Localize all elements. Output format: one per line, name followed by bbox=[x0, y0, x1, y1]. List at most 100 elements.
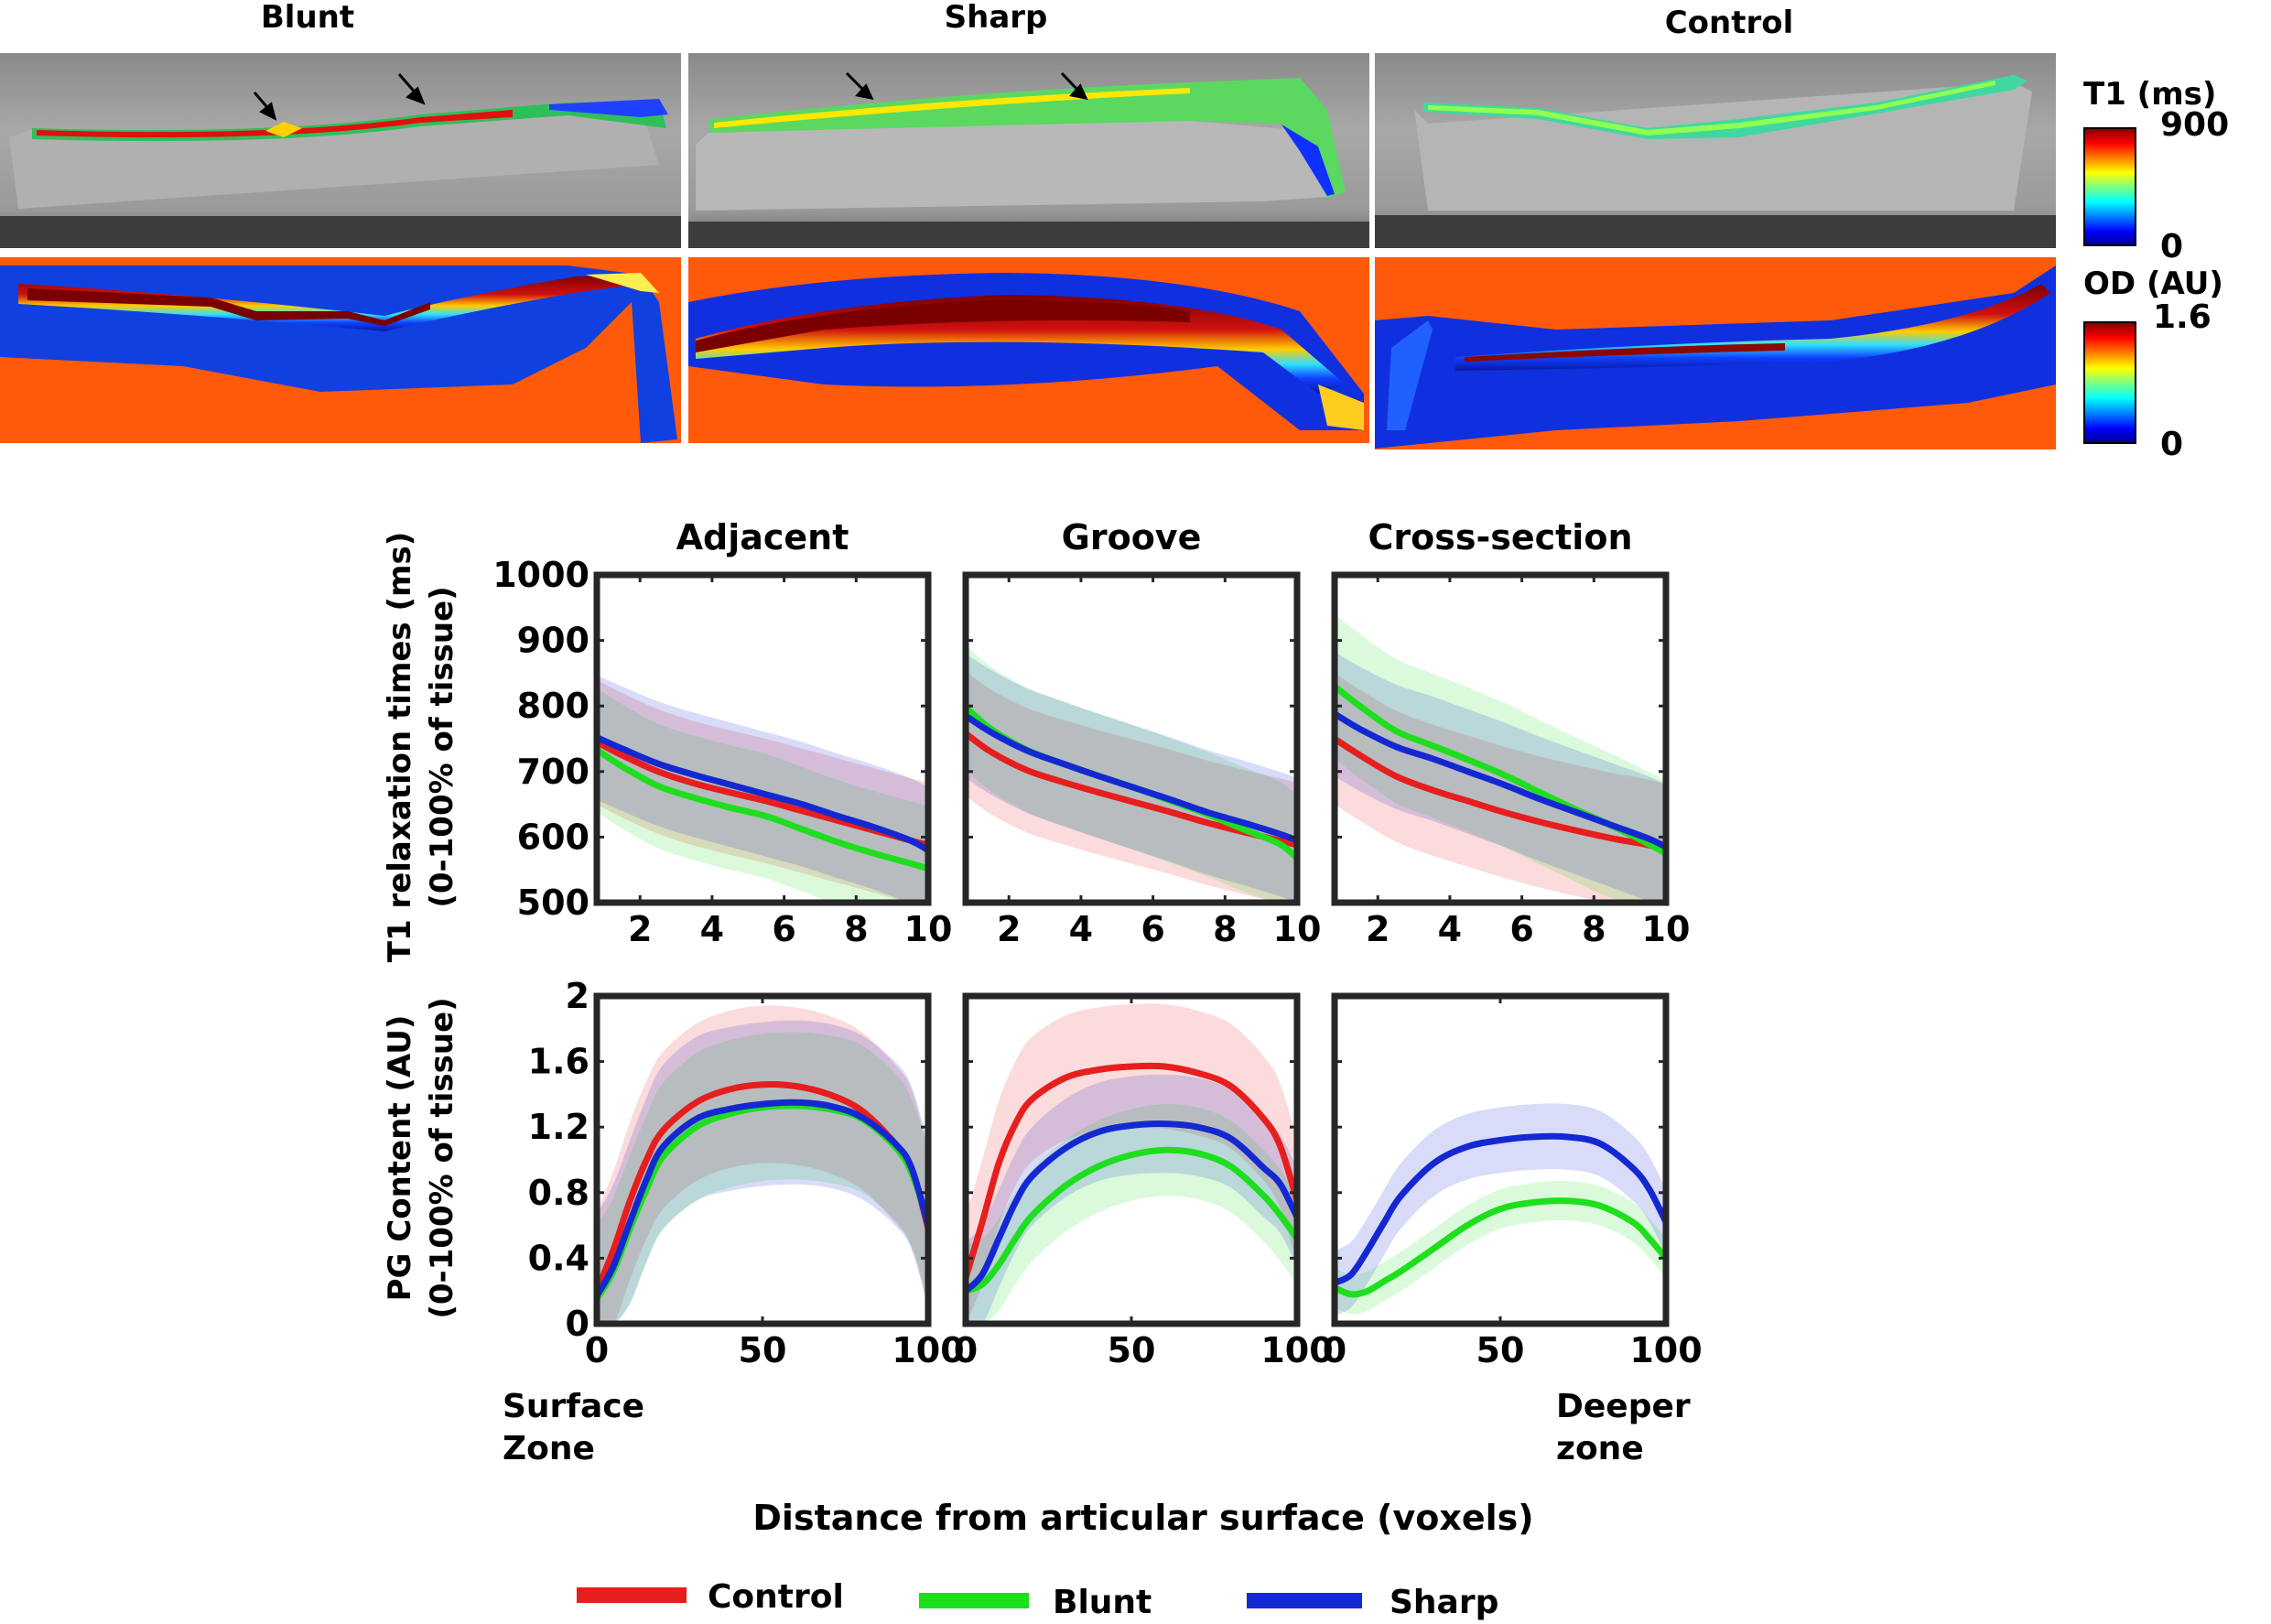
band-blunt bbox=[1335, 1181, 1666, 1315]
x-tick-label: 0 bbox=[585, 1330, 609, 1370]
t1-ylabel-line1: T1 relaxation times (ms) bbox=[382, 532, 418, 963]
y-tick-label: 600 bbox=[517, 817, 589, 857]
t1-colorbar-label: T1 (ms) bbox=[2083, 76, 2216, 113]
y-tick-label: 900 bbox=[517, 621, 589, 661]
x-tick-label: 8 bbox=[1213, 909, 1237, 949]
series-line-blunt bbox=[593, 746, 932, 872]
t1-ylabel-line2: (0-100% of tissue) bbox=[424, 586, 460, 907]
t1-image-control bbox=[1375, 53, 2056, 248]
surface-zone-label-line1: Surface bbox=[503, 1388, 644, 1425]
pg-ylabel-line2: (0-100% of tissue) bbox=[424, 997, 460, 1318]
x-tick-label: 50 bbox=[739, 1330, 787, 1370]
axes-frame bbox=[593, 571, 932, 906]
y-tick-label: 700 bbox=[517, 752, 589, 792]
band-sharp bbox=[597, 1020, 928, 1326]
axes-frame bbox=[962, 571, 1301, 906]
y-tick-label: 1000 bbox=[492, 555, 589, 595]
x-tick-label: 10 bbox=[904, 909, 953, 949]
chart-panel-3: 0 50 100 0 0.4 0.8 1.2 1.6 2 bbox=[528, 976, 965, 1370]
series-line-blunt bbox=[962, 1146, 1301, 1294]
x-tick-label: 100 bbox=[892, 1330, 964, 1370]
col-title-sharp: Sharp bbox=[945, 0, 1048, 36]
x-tick-label: 4 bbox=[700, 909, 724, 949]
t1-image-sharp bbox=[688, 53, 1369, 248]
chart-panel-4: 0 50 100 bbox=[954, 992, 1334, 1370]
series-line-blunt bbox=[1331, 1197, 1670, 1298]
band-control bbox=[597, 1005, 928, 1327]
pg-ylabel-line1: PG Content (AU) bbox=[382, 1015, 418, 1302]
x-tick-label: 6 bbox=[772, 909, 795, 949]
series-line-sharp bbox=[1331, 710, 1670, 850]
y-tick-label: 0.4 bbox=[528, 1238, 589, 1278]
chart-panel-1: 2 4 6 8 10 Groove bbox=[962, 517, 1322, 949]
od-image-blunt bbox=[0, 257, 681, 443]
x-tick-label: 0 bbox=[954, 1330, 978, 1370]
band-blunt bbox=[966, 644, 1297, 904]
y-tick-label: 1.6 bbox=[528, 1042, 589, 1082]
od-colorbar-min: 0 bbox=[2160, 426, 2183, 463]
chart-title: Groove bbox=[1062, 517, 1202, 558]
chart-panel-5: 0 50 100 bbox=[1323, 992, 1703, 1370]
legend-label-control: Control bbox=[708, 1578, 844, 1616]
col-title-blunt: Blunt bbox=[261, 0, 354, 36]
y-tick-label: 1.2 bbox=[528, 1107, 589, 1147]
chart-title: Adjacent bbox=[676, 517, 849, 558]
axes-frame bbox=[1331, 571, 1670, 906]
x-tick-label: 6 bbox=[1509, 909, 1533, 949]
y-tick-label: 0 bbox=[566, 1304, 589, 1344]
band-control bbox=[1335, 673, 1666, 904]
x-tick-label: 4 bbox=[1069, 909, 1093, 949]
band-sharp bbox=[966, 1074, 1297, 1326]
od-colorbar-label: OD (AU) bbox=[2083, 265, 2223, 302]
x-tick-label: 0 bbox=[1323, 1330, 1346, 1370]
band-sharp bbox=[966, 653, 1297, 903]
x-tick-label: 100 bbox=[1260, 1330, 1333, 1370]
series-line-sharp bbox=[593, 1099, 932, 1300]
od-colorbar bbox=[2083, 321, 2136, 444]
surface-zone-label-line2: Zone bbox=[503, 1430, 595, 1467]
od-image-control bbox=[1375, 257, 2056, 449]
plot-area bbox=[966, 996, 1297, 1324]
y-tick-label: 500 bbox=[517, 882, 589, 923]
series-line-sharp bbox=[962, 712, 1301, 844]
x-tick-label: 8 bbox=[844, 909, 868, 949]
chart-title: Cross-section bbox=[1368, 517, 1632, 558]
legend-label-sharp: Sharp bbox=[1390, 1584, 1498, 1621]
arrow-annotation-icon bbox=[253, 71, 1088, 121]
deeper-zone-label-line2: zone bbox=[1556, 1430, 1644, 1467]
x-tick-label: 50 bbox=[1476, 1330, 1525, 1370]
col-title-control: Control bbox=[1665, 5, 1794, 41]
series-line-control bbox=[962, 1062, 1301, 1282]
plot-area bbox=[966, 575, 1297, 903]
x-tick-label: 2 bbox=[997, 909, 1021, 949]
deeper-zone-label-line1: Deeper bbox=[1556, 1388, 1691, 1425]
t1-colorbar bbox=[2083, 127, 2136, 246]
band-blunt bbox=[597, 1032, 928, 1326]
legend-swatch-blunt bbox=[919, 1593, 1029, 1608]
series-line-sharp bbox=[593, 734, 932, 854]
plot-area bbox=[1335, 996, 1666, 1324]
y-tick-label: 800 bbox=[517, 686, 589, 726]
x-axis-label: Distance from articular surface (voxels) bbox=[752, 1498, 1533, 1538]
plot-area bbox=[597, 575, 928, 903]
x-tick-label: 50 bbox=[1108, 1330, 1156, 1370]
series-line-sharp bbox=[962, 1121, 1301, 1294]
t1-colorbar-max: 900 bbox=[2160, 106, 2229, 144]
plot-area bbox=[1335, 575, 1666, 903]
x-tick-label: 100 bbox=[1629, 1330, 1702, 1370]
band-sharp bbox=[1335, 651, 1666, 903]
series-line-sharp bbox=[1331, 1132, 1670, 1286]
x-tick-label: 10 bbox=[1273, 909, 1322, 949]
y-tick-label: 0.8 bbox=[528, 1173, 589, 1213]
legend-swatch-control bbox=[577, 1587, 687, 1603]
chart-panel-2: 2 4 6 8 10 Cross-section bbox=[1331, 517, 1690, 949]
x-tick-label: 4 bbox=[1438, 909, 1462, 949]
x-tick-label: 2 bbox=[628, 909, 652, 949]
legend-label-blunt: Blunt bbox=[1053, 1584, 1152, 1621]
x-tick-label: 2 bbox=[1366, 909, 1390, 949]
chart-panel-0: 2 4 6 8 10 500 600 700 800 900 1000 Adjacent bbox=[492, 517, 952, 949]
band-sharp bbox=[1335, 1103, 1666, 1315]
y-tick-label: 2 bbox=[566, 976, 589, 1016]
